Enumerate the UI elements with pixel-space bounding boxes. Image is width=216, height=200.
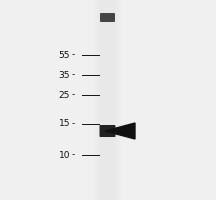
Text: 15: 15 <box>59 119 70 129</box>
Polygon shape <box>105 123 135 139</box>
Text: 10: 10 <box>59 150 70 160</box>
Bar <box>100 0 115 200</box>
Text: -: - <box>72 90 75 99</box>
Text: -: - <box>72 119 75 129</box>
Bar <box>115 0 116 200</box>
Bar <box>99 0 100 200</box>
Bar <box>118 0 119 200</box>
Bar <box>94 0 95 200</box>
Bar <box>96 0 97 200</box>
Text: -: - <box>72 71 75 79</box>
Text: 25: 25 <box>59 90 70 99</box>
Bar <box>119 0 120 200</box>
Bar <box>95 0 96 200</box>
Bar <box>117 0 118 200</box>
Text: -: - <box>72 150 75 160</box>
Bar <box>97 0 98 200</box>
Text: 55: 55 <box>59 50 70 60</box>
Bar <box>116 0 117 200</box>
Text: 35: 35 <box>59 71 70 79</box>
Bar <box>120 0 121 200</box>
FancyBboxPatch shape <box>100 13 115 22</box>
FancyBboxPatch shape <box>100 125 116 137</box>
Text: -: - <box>72 50 75 60</box>
Bar <box>98 0 99 200</box>
